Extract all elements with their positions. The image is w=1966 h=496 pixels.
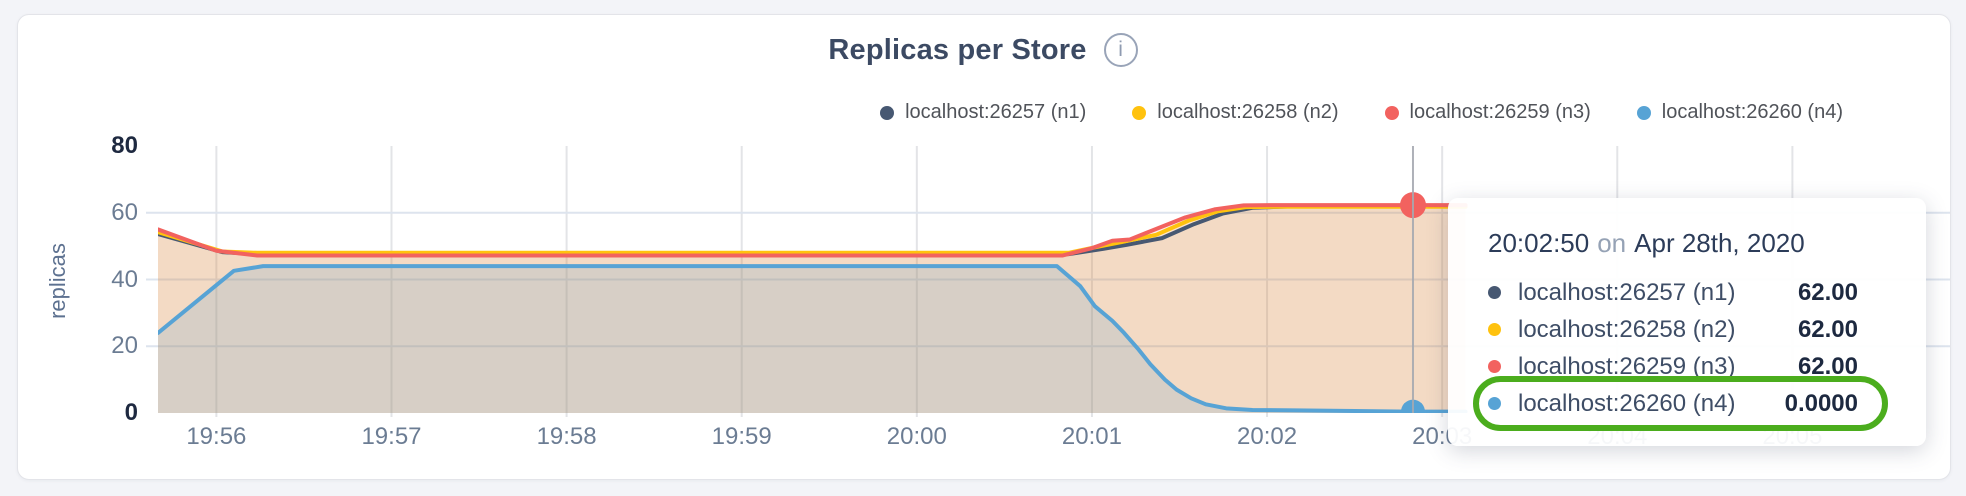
tooltip-connector: on bbox=[1597, 228, 1627, 258]
legend-label: localhost:26259 (n3) bbox=[1409, 101, 1591, 123]
tooltip-series-label: localhost:26257 (n1) bbox=[1518, 278, 1736, 306]
y-axis-tick-label: 0 bbox=[124, 399, 138, 426]
legend-swatch-icon bbox=[1636, 105, 1651, 120]
area-fill-n2 bbox=[158, 206, 1466, 413]
tooltip-series-value: 62.00 bbox=[1797, 278, 1858, 306]
legend-item-n3[interactable]: localhost:26259 (n3) bbox=[1384, 101, 1591, 124]
tooltip-series-swatch-icon bbox=[1488, 323, 1501, 336]
x-axis-tick-label: 19:56 bbox=[186, 423, 247, 450]
y-axis-tick-label: 80 bbox=[111, 132, 138, 159]
series-area-fills bbox=[158, 205, 1466, 413]
legend-label: localhost:26258 (n2) bbox=[1157, 101, 1339, 123]
area-fill-n1 bbox=[158, 206, 1466, 413]
tooltip-series-value: 62.00 bbox=[1797, 352, 1858, 380]
series-line-n4 bbox=[158, 264, 1468, 413]
tooltip-row-n2: localhost:26258 (n2) 62.00 bbox=[1488, 311, 1886, 348]
tooltip-series-swatch-icon bbox=[1488, 397, 1501, 410]
hover-tooltip: 20:02:50 on Apr 28th, 2020 localhost:26257… bbox=[1448, 198, 1926, 446]
tooltip-series-label: localhost:26258 (n2) bbox=[1518, 315, 1736, 343]
tooltip-row-n1: localhost:26257 (n1) 62.00 bbox=[1488, 274, 1886, 311]
tooltip-series-value: 0.0000 bbox=[1784, 389, 1858, 417]
chart-title: Replicas per Store bbox=[828, 33, 1087, 66]
tooltip-time: 20:02:50 bbox=[1488, 228, 1590, 258]
y-axis-tick-label: 40 bbox=[111, 265, 138, 293]
legend-swatch-icon bbox=[1384, 105, 1399, 120]
legend-swatch-icon bbox=[1132, 105, 1147, 120]
tooltip-series-swatch-icon bbox=[1488, 360, 1501, 373]
tooltip-content: 20:02:50 on Apr 28th, 2020 localhost:26257… bbox=[1448, 198, 1926, 431]
tooltip-series-label: localhost:26260 (n4) bbox=[1518, 389, 1736, 417]
tooltip-series-label: localhost:26259 (n3) bbox=[1518, 352, 1736, 380]
chart-header: Replicas per Store i bbox=[0, 33, 1966, 67]
tooltip-date: Apr 28th, 2020 bbox=[1634, 228, 1805, 258]
gridlines bbox=[146, 146, 1950, 417]
tooltip-rows: localhost:26257 (n1) 62.00 localhost:26258… bbox=[1473, 274, 1888, 431]
x-axis-tick-label: 19:57 bbox=[361, 423, 422, 450]
y-axis-tick-label: 20 bbox=[111, 332, 138, 360]
series-lines bbox=[158, 203, 1468, 413]
y-axis-tick-label: 60 bbox=[111, 198, 138, 226]
x-axis-tick-label: 20:01 bbox=[1061, 423, 1122, 450]
legend-label: localhost:26260 (n4) bbox=[1661, 101, 1843, 123]
legend-swatch-icon bbox=[880, 105, 895, 120]
legend-item-n2[interactable]: localhost:26258 (n2) bbox=[1132, 101, 1339, 124]
tooltip-row-n4: localhost:26260 (n4) 0.0000 bbox=[1473, 376, 1888, 431]
tooltip-timestamp: 20:02:50 on Apr 28th, 2020 bbox=[1488, 228, 1886, 259]
x-axis-tick-label: 20:02 bbox=[1237, 423, 1298, 450]
legend-item-n4[interactable]: localhost:26260 (n4) bbox=[1636, 101, 1843, 124]
area-fill-n4 bbox=[158, 266, 1466, 413]
tooltip-row-n3: localhost:26259 (n3) 62.00 bbox=[1488, 348, 1886, 385]
x-axis-tick-label: 19:59 bbox=[711, 423, 772, 450]
legend-label: localhost:26257 (n1) bbox=[905, 101, 1087, 123]
info-icon[interactable]: i bbox=[1103, 33, 1138, 67]
legend: localhost:26257 (n1) localhost:26258 (n2)… bbox=[880, 101, 1843, 124]
x-axis-tick-label: 19:58 bbox=[536, 423, 597, 450]
tooltip-series-value: 62.00 bbox=[1797, 315, 1858, 343]
x-axis-tick-label: 20:00 bbox=[886, 423, 947, 450]
series-line-n3 bbox=[158, 203, 1468, 258]
legend-item-n1[interactable]: localhost:26257 (n1) bbox=[880, 101, 1086, 124]
tooltip-series-swatch-icon bbox=[1488, 286, 1501, 299]
